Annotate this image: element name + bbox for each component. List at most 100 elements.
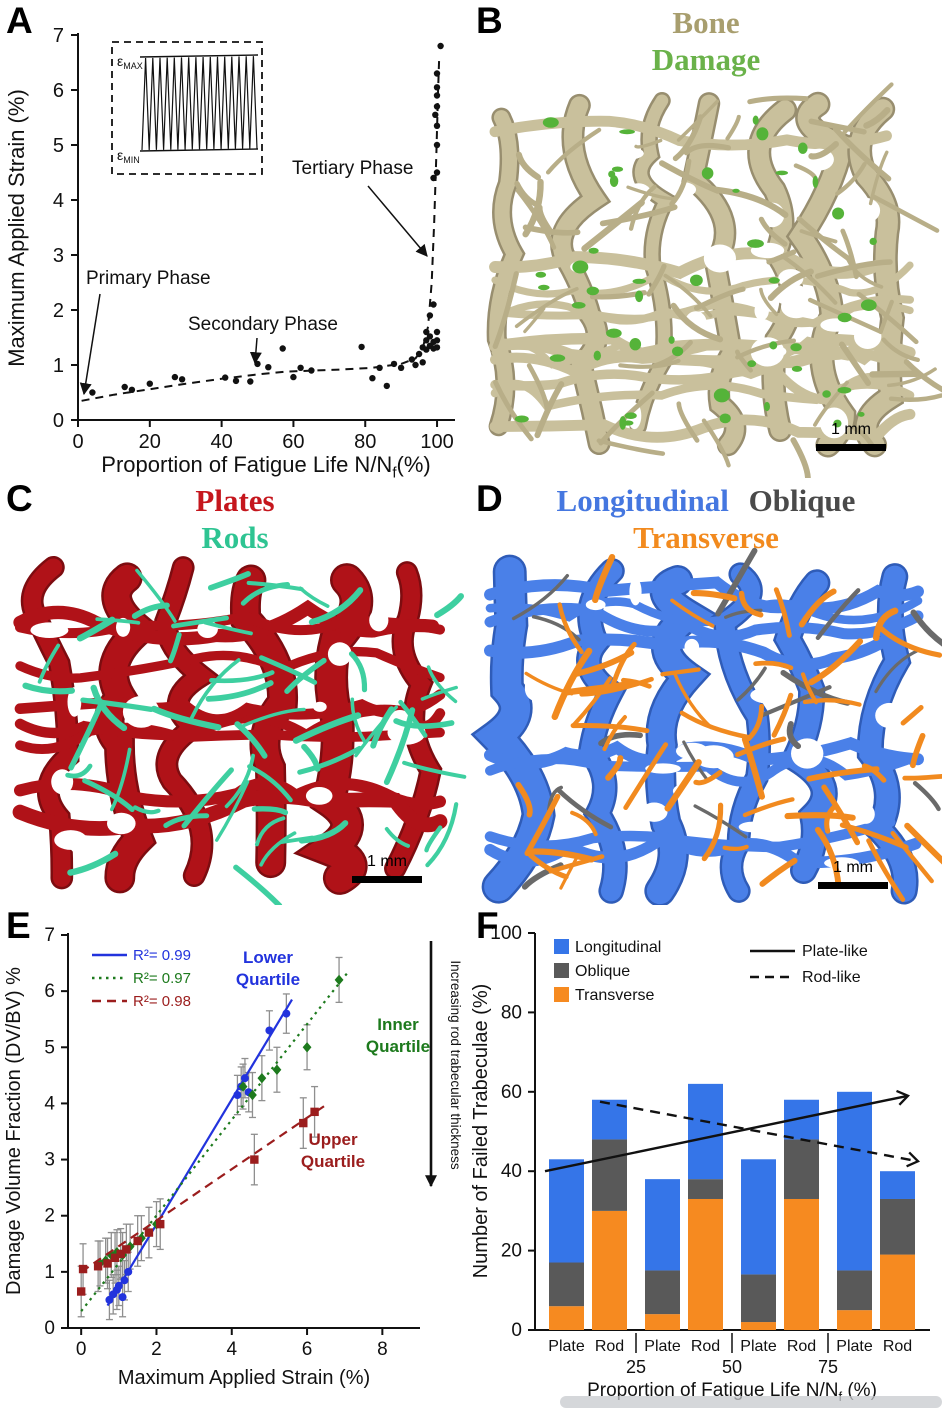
svg-text:0: 0: [44, 1318, 55, 1339]
svg-text:εMAX: εMAX: [117, 53, 143, 71]
svg-text:R²= 0.99: R²= 0.99: [133, 947, 191, 964]
transverse-label: Transverse: [633, 520, 779, 555]
svg-text:Rod: Rod: [883, 1338, 912, 1355]
failed-trabeculae-chart: 0 20 40 60 80 100 Number of Failed Trabeculae …: [470, 923, 930, 1404]
scale-bar: [352, 876, 422, 883]
stacked-bars: Plate Rod Plate Rod Plate Rod Plate Rod: [548, 1083, 915, 1355]
svg-text:Maximum Applied Strain (%): Maximum Applied Strain (%): [4, 89, 29, 367]
panel-e: E 0 1 2 3 4 5 6 7 0 2 4 6 8 Maximum Applied Strain (%…: [0, 905, 470, 1408]
annotation-secondary-phase: Secondary Phase: [188, 314, 338, 365]
panel-b-title: Bone Damage: [470, 4, 942, 78]
panel-b: B Bone Damage 1 mm: [470, 0, 942, 478]
svg-text:4: 4: [44, 1093, 55, 1114]
strain-cycles-inset: εMAX εMIN: [111, 41, 263, 175]
legend-e: R²= 0.99 R²= 0.97 R²= 0.98: [92, 947, 191, 1010]
svg-text:Rod-like: Rod-like: [802, 969, 861, 986]
svg-text:20: 20: [139, 431, 161, 453]
plates-rods-mesh: [12, 555, 467, 905]
svg-text:Damage Volume Fraction (DV/BV): Damage Volume Fraction (DV/BV) %: [3, 967, 25, 1295]
bone-label: Bone: [672, 5, 740, 40]
svg-text:1: 1: [44, 1262, 55, 1283]
svg-text:6: 6: [44, 981, 55, 1002]
panel-a-letter: A: [6, 0, 33, 41]
panel-f-letter: F: [476, 905, 499, 946]
page-edge-shadow: [560, 1396, 942, 1408]
svg-text:Longitudinal: Longitudinal: [575, 939, 661, 956]
svg-text:Oblique: Oblique: [575, 963, 630, 980]
panel-e-letter: E: [6, 905, 31, 946]
svg-text:0: 0: [53, 410, 64, 432]
scale-bar-label: 1 mm: [831, 421, 871, 438]
svg-text:1: 1: [53, 355, 64, 377]
scale-bar-label: 1 mm: [833, 859, 873, 876]
svg-text:R²= 0.98: R²= 0.98: [133, 993, 191, 1010]
svg-text:50: 50: [722, 1357, 742, 1377]
svg-text:0: 0: [72, 431, 83, 453]
panel-d-title: Longitudinal Oblique Transverse: [470, 482, 942, 556]
panel-d-letter: D: [476, 478, 503, 519]
rod-thickness-arrow: Increasing rod trabecular thickness: [425, 941, 463, 1188]
svg-text:5: 5: [53, 135, 64, 157]
orientation-render: [470, 547, 942, 905]
svg-text:0: 0: [511, 1320, 522, 1341]
annotation-primary-phase: Primary Phase: [79, 268, 211, 396]
axes-f: 0 20 40 60 80 100 Number of Failed Trabeculae …: [470, 923, 930, 1404]
plates-label: Plates: [195, 483, 275, 518]
series-circle: [105, 998, 293, 1307]
panel-d: D Longitudinal Oblique Transverse 1 mm: [470, 478, 942, 905]
svg-text:εMIN: εMIN: [117, 147, 140, 165]
svg-text:100: 100: [490, 923, 522, 944]
svg-text:Rod: Rod: [691, 1338, 720, 1355]
plates-rods-render: [12, 555, 467, 905]
panel-c-letter: C: [6, 478, 33, 519]
svg-text:Proportion of Fatigue Life N/N: Proportion of Fatigue Life N/Nf(%): [101, 452, 430, 478]
svg-text:0: 0: [76, 1339, 87, 1360]
svg-text:100: 100: [420, 431, 453, 453]
svg-text:Plate-like: Plate-like: [802, 943, 868, 960]
svg-text:7: 7: [53, 25, 64, 47]
svg-text:Primary Phase: Primary Phase: [86, 268, 211, 289]
panel-a: A 0 1 2 3 4 5 6 7 0 20 40 60 80 100 Proportion of Fati…: [0, 0, 470, 478]
svg-text:7: 7: [44, 925, 55, 946]
axes-e: 0 1 2 3 4 5 6 7 0 2 4 6 8 Maximum Applied Strain (%) D…: [3, 925, 420, 1389]
svg-text:25: 25: [626, 1357, 646, 1377]
orientation-mesh: [470, 547, 942, 905]
panel-b-letter: B: [476, 0, 503, 41]
svg-text:6: 6: [53, 80, 64, 102]
svg-text:40: 40: [501, 1161, 522, 1182]
svg-text:4: 4: [53, 190, 64, 212]
annotation-tertiary-phase: Tertiary Phase: [292, 158, 428, 257]
svg-text:40: 40: [210, 431, 232, 453]
svg-text:Plate: Plate: [548, 1338, 585, 1355]
svg-text:2: 2: [44, 1206, 55, 1227]
svg-text:5: 5: [44, 1037, 55, 1058]
panel-c: C Plates Rods 1 mm: [0, 478, 470, 905]
scale-bar: [816, 444, 886, 451]
svg-text:Plate: Plate: [836, 1338, 873, 1355]
svg-text:8: 8: [377, 1339, 388, 1360]
svg-text:6: 6: [302, 1339, 313, 1360]
panel-f: F 0 20 40 60 80 100 Number of Failed Trabecula…: [470, 905, 942, 1408]
trend-arrows: [544, 1089, 921, 1173]
panel-c-title: Plates Rods: [0, 482, 470, 556]
svg-text:4: 4: [226, 1339, 237, 1360]
svg-text:60: 60: [501, 1082, 522, 1103]
svg-text:2: 2: [53, 300, 64, 322]
svg-text:20: 20: [501, 1241, 522, 1262]
svg-text:Transverse: Transverse: [575, 987, 655, 1004]
svg-text:80: 80: [354, 431, 376, 453]
svg-text:3: 3: [44, 1150, 55, 1171]
strain-points: [81, 42, 444, 402]
svg-text:Number of Failed Trabeculae (%: Number of Failed Trabeculae (%): [470, 984, 492, 1279]
damage-volume-chart: 0 1 2 3 4 5 6 7 0 2 4 6 8 Maximum Applied Strain (%) D…: [3, 925, 463, 1389]
svg-text:75: 75: [818, 1357, 838, 1377]
svg-text:Secondary Phase: Secondary Phase: [188, 314, 338, 335]
legend-f: Longitudinal Oblique Transverse Plate-like R…: [554, 939, 868, 1004]
svg-text:Tertiary Phase: Tertiary Phase: [292, 158, 413, 179]
scale-bar-label: 1 mm: [367, 853, 407, 870]
